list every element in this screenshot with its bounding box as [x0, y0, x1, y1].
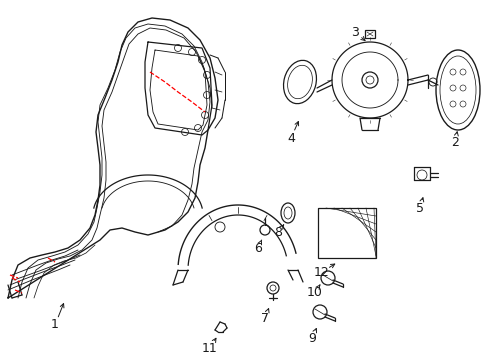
- Text: 5: 5: [415, 202, 423, 215]
- Text: 2: 2: [450, 135, 458, 149]
- Text: 10: 10: [306, 285, 322, 298]
- Text: 1: 1: [51, 319, 59, 332]
- Text: 3: 3: [350, 26, 358, 39]
- Text: 9: 9: [307, 332, 315, 345]
- Text: 6: 6: [254, 242, 262, 255]
- Text: 4: 4: [286, 131, 294, 144]
- Text: 11: 11: [202, 342, 218, 355]
- Text: 7: 7: [261, 311, 268, 324]
- Text: 12: 12: [313, 266, 329, 279]
- Text: 8: 8: [273, 225, 282, 239]
